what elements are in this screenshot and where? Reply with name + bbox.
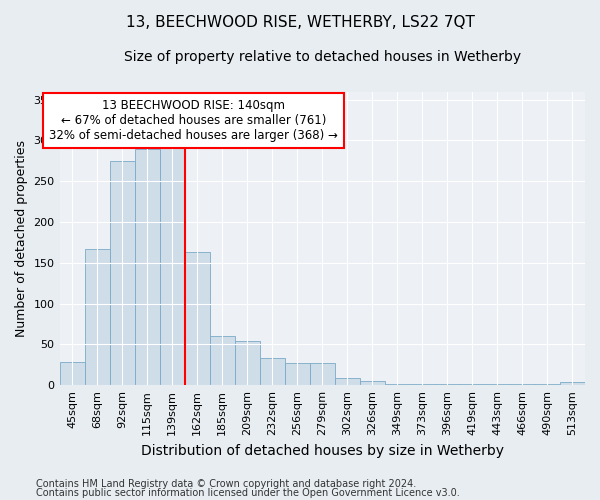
Y-axis label: Number of detached properties: Number of detached properties bbox=[15, 140, 28, 337]
Bar bbox=[510, 384, 535, 385]
Bar bbox=[260, 358, 285, 385]
Text: 13, BEECHWOOD RISE, WETHERBY, LS22 7QT: 13, BEECHWOOD RISE, WETHERBY, LS22 7QT bbox=[125, 15, 475, 30]
Bar bbox=[235, 341, 260, 385]
Bar bbox=[85, 249, 110, 385]
Bar bbox=[110, 161, 134, 385]
Bar bbox=[335, 378, 360, 385]
Bar bbox=[134, 148, 160, 385]
Bar bbox=[410, 384, 435, 385]
Bar bbox=[160, 148, 185, 385]
Bar bbox=[285, 363, 310, 385]
Bar bbox=[535, 384, 560, 385]
Bar bbox=[310, 363, 335, 385]
Bar bbox=[560, 382, 585, 385]
Bar bbox=[185, 252, 209, 385]
Bar bbox=[360, 381, 385, 385]
Text: 13 BEECHWOOD RISE: 140sqm
← 67% of detached houses are smaller (761)
32% of semi: 13 BEECHWOOD RISE: 140sqm ← 67% of detac… bbox=[49, 99, 338, 142]
Bar bbox=[435, 384, 460, 385]
Bar bbox=[485, 384, 510, 385]
Bar bbox=[385, 384, 410, 385]
Bar bbox=[460, 384, 485, 385]
Title: Size of property relative to detached houses in Wetherby: Size of property relative to detached ho… bbox=[124, 50, 521, 64]
Bar bbox=[59, 362, 85, 385]
Text: Contains HM Land Registry data © Crown copyright and database right 2024.: Contains HM Land Registry data © Crown c… bbox=[36, 479, 416, 489]
Bar bbox=[209, 336, 235, 385]
X-axis label: Distribution of detached houses by size in Wetherby: Distribution of detached houses by size … bbox=[141, 444, 504, 458]
Text: Contains public sector information licensed under the Open Government Licence v3: Contains public sector information licen… bbox=[36, 488, 460, 498]
